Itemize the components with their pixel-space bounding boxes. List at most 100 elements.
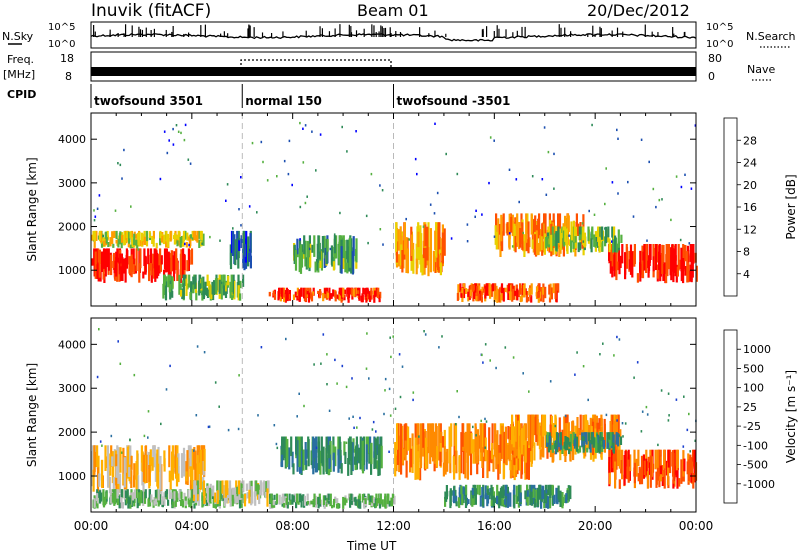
data-cell: [365, 367, 368, 370]
freq-band: [91, 67, 696, 76]
data-cell: [612, 446, 615, 454]
data-cell: [224, 489, 227, 498]
data-cell: [677, 244, 680, 271]
data-cell: [491, 423, 494, 450]
data-cell: [320, 362, 322, 365]
data-cell: [177, 130, 180, 133]
y-tick-label: 4000: [58, 338, 86, 351]
data-cell: [615, 458, 618, 470]
data-cell: [189, 458, 192, 477]
data-cell: [124, 257, 127, 283]
data-cell: [268, 291, 271, 297]
data-cell: [221, 480, 224, 494]
data-cell: [202, 496, 205, 507]
data-cell: [243, 244, 246, 257]
data-cell: [691, 244, 694, 261]
data-cell: [690, 256, 693, 283]
data-cell: [231, 230, 235, 256]
data-cell: [395, 222, 398, 252]
data-cell: [424, 437, 428, 469]
data-cell: [557, 485, 560, 500]
data-cell: [275, 442, 278, 446]
data-cell: [404, 440, 407, 461]
data-cell: [298, 248, 301, 273]
data-cell: [439, 262, 442, 276]
data-cell: [191, 237, 194, 240]
data-cell: [109, 459, 112, 476]
data-cell: [460, 293, 463, 298]
data-cell: [498, 224, 502, 235]
data-cell: [153, 501, 156, 506]
data-cell: [541, 287, 544, 295]
colorbar-tick-label: 16: [743, 201, 757, 214]
data-cell: [133, 475, 136, 488]
y-tick-label: 1000: [58, 470, 86, 483]
data-cell: [291, 494, 294, 505]
data-cell: [237, 480, 241, 495]
data-cell: [163, 248, 167, 270]
data-cell: [189, 445, 192, 467]
data-cell: [507, 283, 511, 292]
data-cell: [92, 230, 95, 240]
data-cell: [442, 462, 445, 477]
data-cell: [156, 252, 159, 270]
data-cell: [336, 498, 339, 504]
data-cell: [304, 124, 307, 127]
data-cell: [481, 487, 484, 498]
data-cell: [323, 235, 326, 260]
data-cell: [652, 187, 655, 191]
data-cell: [499, 487, 503, 506]
data-cell: [160, 255, 163, 265]
data-cell: [325, 458, 328, 474]
data-cell: [246, 492, 249, 499]
data-cell: [531, 433, 534, 448]
data-cell: [333, 235, 336, 254]
data-cell: [515, 485, 518, 504]
data-cell: [568, 441, 571, 447]
data-cell: [117, 489, 120, 498]
data-cell: [216, 480, 219, 492]
data-cell: [358, 447, 361, 464]
data-cell: [154, 498, 158, 505]
data-cell: [540, 436, 544, 448]
data-cell: [574, 236, 577, 243]
data-cell: [196, 491, 199, 501]
data-cell: [641, 410, 644, 413]
data-cell: [541, 485, 544, 500]
data-cell: [207, 485, 210, 503]
data-cell: [466, 223, 469, 226]
data-cell: [192, 284, 195, 294]
data-cell: [646, 239, 648, 242]
data-cell: [154, 489, 157, 499]
data-cell: [377, 498, 380, 504]
data-cell: [366, 332, 368, 335]
data-cell: [613, 449, 616, 473]
data-cell: [151, 457, 154, 471]
data-cell: [169, 364, 171, 368]
data-cell: [131, 237, 134, 242]
data-cell: [350, 287, 353, 295]
data-cell: [465, 436, 468, 453]
data-cell: [581, 222, 584, 225]
data-cell: [189, 291, 192, 300]
data-cell: [162, 234, 165, 245]
data-cell: [92, 465, 95, 492]
data-cell: [692, 449, 695, 467]
data-cell: [324, 288, 327, 294]
data-cell: [543, 126, 546, 129]
data-cell: [313, 493, 316, 506]
data-cell: [327, 493, 330, 500]
data-cell: [336, 382, 338, 385]
data-cell: [551, 226, 554, 244]
data-cell: [151, 235, 154, 244]
data-cell: [502, 213, 505, 236]
data-cell: [187, 489, 190, 499]
data-cell: [100, 492, 103, 502]
data-cell: [412, 249, 415, 274]
data-cell: [410, 234, 414, 256]
data-cell: [189, 480, 193, 491]
data-cell: [368, 377, 370, 380]
data-cell: [659, 465, 662, 475]
data-cell: [398, 353, 401, 356]
data-cell: [206, 289, 210, 298]
